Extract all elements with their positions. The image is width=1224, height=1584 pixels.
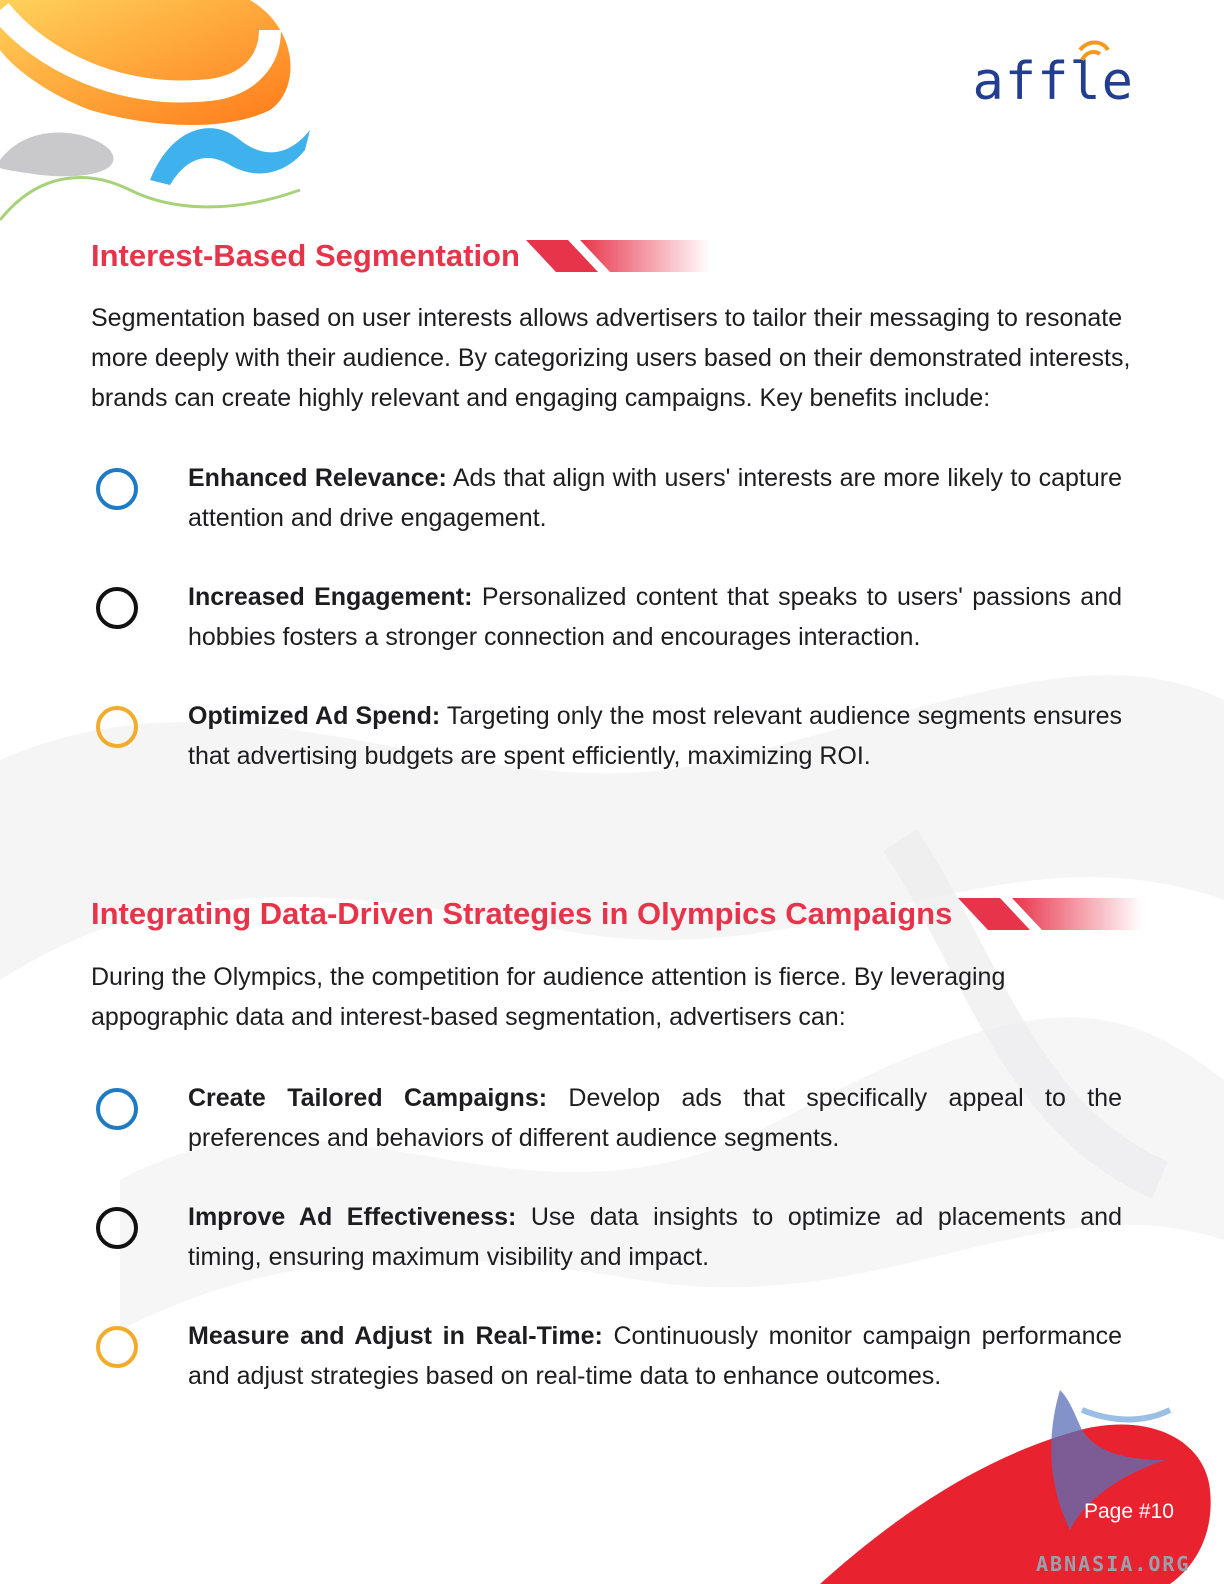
affle-logo: affle	[972, 40, 1134, 112]
strategy-label: Create Tailored Campaigns:	[188, 1084, 548, 1112]
strategy-label: Improve Ad Effectiveness:	[188, 1203, 517, 1231]
bottom-right-decoration	[820, 1390, 1211, 1584]
strategy-text: Create Tailored Campaigns: Develop ads t…	[188, 1078, 1122, 1158]
strategy-description: Use data insights to optimize ad placeme…	[188, 1203, 1122, 1271]
strategy-text: Measure and Adjust in Real-Time: Continu…	[188, 1316, 1122, 1396]
strategy-description: Develop ads that specifically appeal to …	[188, 1084, 1122, 1152]
orange-circle-icon	[96, 1326, 138, 1368]
section-intro: Segmentation based on user interests all…	[91, 304, 1131, 412]
logo-text: affle	[972, 52, 1134, 112]
benefit-label: Optimized Ad Spend:	[188, 702, 441, 730]
top-left-decoration	[0, 0, 310, 221]
watermark: ABNASIA.ORG	[1036, 1552, 1191, 1576]
section-heading: Integrating Data-Driven Strategies in Ol…	[91, 896, 1143, 932]
strategy-label: Measure and Adjust in Real-Time:	[188, 1322, 603, 1350]
benefit-text: Enhanced Relevance: Ads that align with …	[188, 458, 1122, 538]
blue-circle-icon	[96, 1088, 138, 1130]
benefit-description: Ads that align with users' interests are…	[188, 464, 1122, 532]
benefit-description: Targeting only the most relevant audienc…	[188, 702, 1123, 770]
strategy-description: Continuously monitor campaign performanc…	[188, 1322, 1122, 1390]
benefit-text: Increased Engagement: Personalized conte…	[188, 577, 1122, 657]
benefit-text: Optimized Ad Spend: Targeting only the m…	[188, 696, 1122, 776]
benefit-label: Enhanced Relevance:	[188, 464, 447, 492]
heading-stripes-decoration	[525, 240, 710, 272]
benefit-label: Increased Engagement:	[188, 583, 473, 611]
black-circle-icon	[96, 587, 138, 629]
section-heading: Interest-Based Segmentation	[91, 238, 710, 274]
blue-circle-icon	[96, 468, 138, 510]
heading-stripes-decoration	[958, 898, 1143, 930]
section-intro: During the Olympics, the competition for…	[91, 963, 1006, 1031]
benefit-description: Personalized content that speaks to user…	[188, 583, 1123, 651]
page-number: Page #10	[1084, 1500, 1174, 1523]
section-title-text: Integrating Data-Driven Strategies in Ol…	[91, 896, 953, 931]
black-circle-icon	[96, 1207, 138, 1249]
signal-icon	[1078, 40, 1110, 62]
strategy-text: Improve Ad Effectiveness: Use data insig…	[188, 1197, 1122, 1277]
orange-circle-icon	[96, 706, 138, 748]
section-title-text: Interest-Based Segmentation	[91, 238, 520, 273]
